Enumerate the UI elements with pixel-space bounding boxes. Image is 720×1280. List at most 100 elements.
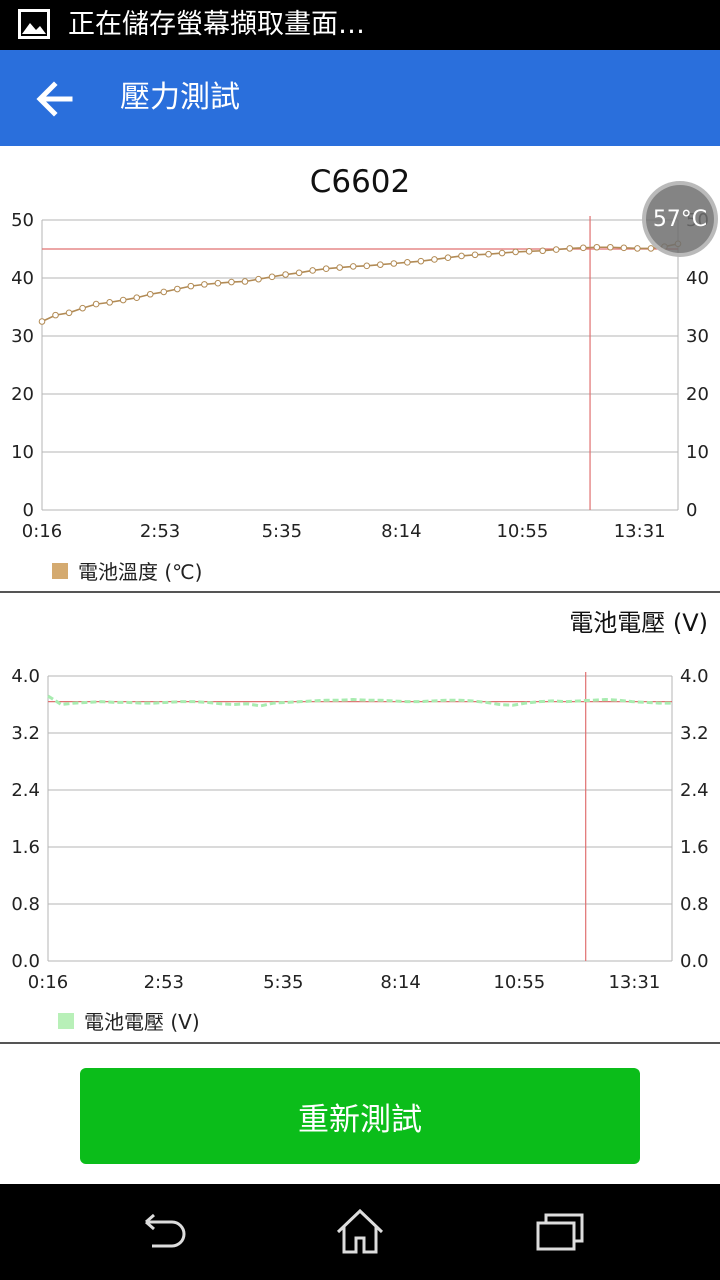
data-point (390, 260, 398, 267)
y-tick-label-left: 20 (11, 384, 34, 405)
y-tick-label-right: 3.2 (680, 723, 709, 744)
voltage-legend-label: 電池電壓 (V) (84, 1010, 200, 1034)
x-tick-label: 5:35 (263, 972, 303, 993)
data-point (92, 300, 100, 308)
series-line (41, 242, 679, 323)
temperature-legend-swatch (52, 562, 68, 579)
data-point (349, 263, 357, 270)
data-point (444, 254, 452, 262)
x-tick-label: 13:31 (608, 972, 660, 993)
voltage-chart-title: 電池電壓 (V) (569, 609, 708, 637)
data-point (268, 273, 276, 281)
page-title: 壓力測試 (120, 80, 240, 115)
y-tick-label-right: 40 (686, 268, 709, 289)
data-point (160, 288, 168, 296)
data-point (620, 244, 628, 252)
data-point (282, 271, 289, 278)
y-tick-label-right: 20 (686, 384, 709, 405)
data-point (431, 256, 438, 263)
voltage-chart: 0.0 0.0 0.8 0.8 1.6 1.6 2.4 2.4 3.2 3.2 4.0 4.0 0:16… (11, 666, 709, 993)
y-tick-label-right: 1.6 (680, 837, 709, 858)
data-point (363, 262, 371, 270)
data-point (322, 265, 330, 273)
temperature-chart: 00101020203030404050500:162:535:358:1410… (11, 210, 709, 542)
data-point (404, 259, 411, 266)
x-tick-label: 8:14 (381, 521, 421, 542)
temperature-legend-label: 電池溫度 (℃) (78, 560, 203, 584)
data-point (579, 244, 587, 252)
app-bar: 壓力測試 (0, 50, 720, 146)
y-tick-label-left: 4.0 (11, 666, 40, 687)
voltage-legend: 電池電壓 (V) (58, 1006, 200, 1035)
data-point (133, 294, 141, 302)
y-tick-label-left: 2.4 (11, 780, 40, 801)
y-tick-label-right: 30 (686, 326, 709, 347)
data-point (498, 249, 506, 257)
x-tick-label: 13:31 (614, 521, 666, 542)
data-point (607, 243, 614, 251)
data-point (634, 245, 641, 252)
x-tick-label: 2:53 (144, 972, 184, 993)
x-tick-label: 2:53 (140, 521, 180, 542)
status-bar: 正在儲存螢幕擷取畫面… (0, 0, 720, 50)
data-point (174, 285, 181, 293)
data-point (566, 245, 574, 252)
data-point (38, 318, 46, 325)
data-point (65, 309, 73, 317)
data-point (485, 250, 492, 258)
back-icon[interactable] (130, 1204, 190, 1260)
y-tick-label-left: 30 (11, 326, 34, 347)
retest-button[interactable]: 重新測試 (80, 1068, 640, 1164)
section-divider (0, 591, 720, 593)
data-point (471, 251, 479, 259)
voltage-legend-swatch (58, 1012, 74, 1029)
temperature-legend: 電池溫度 (℃) (52, 556, 202, 585)
notification-text: 正在儲存螢幕擷取畫面… (68, 9, 365, 40)
x-tick-label: 0:16 (22, 521, 62, 542)
data-point (525, 248, 533, 255)
series-line (47, 694, 672, 708)
data-point (214, 279, 222, 287)
data-point (539, 247, 546, 255)
y-tick-label-left: 0.0 (11, 951, 40, 972)
data-point (52, 311, 59, 319)
data-point (146, 290, 154, 298)
y-tick-label-right: 2.4 (680, 780, 709, 801)
y-tick-label-left: 0 (23, 500, 34, 521)
navigation-bar (0, 1184, 720, 1280)
y-tick-label-right: 10 (686, 442, 709, 463)
data-point (187, 282, 195, 290)
home-icon[interactable] (330, 1204, 390, 1260)
y-tick-label-right: 0.0 (680, 951, 709, 972)
floating-temperature-bubble[interactable]: 57°C (642, 181, 718, 257)
data-point (512, 248, 519, 256)
data-point (79, 304, 86, 312)
x-tick-label: 0:16 (28, 972, 68, 993)
x-tick-label: 10:55 (496, 521, 548, 542)
image-icon (18, 9, 50, 39)
x-tick-label: 8:14 (380, 972, 420, 993)
data-point (255, 275, 262, 283)
y-tick-label-left: 10 (11, 442, 34, 463)
y-tick-label-left: 50 (11, 210, 34, 231)
recents-icon[interactable] (530, 1204, 590, 1260)
y-tick-label-right: 4.0 (680, 666, 709, 687)
data-point (336, 264, 344, 271)
data-point (119, 296, 127, 304)
data-point (647, 245, 655, 252)
data-point (593, 243, 601, 251)
y-tick-label-right: 0 (686, 500, 697, 521)
section-divider (0, 1042, 720, 1044)
data-point (376, 261, 384, 268)
y-tick-label-left: 40 (11, 268, 34, 289)
data-point (201, 281, 208, 288)
x-tick-label: 5:35 (262, 521, 302, 542)
y-tick-label-left: 1.6 (11, 837, 40, 858)
arrow-left-icon[interactable] (30, 78, 78, 120)
data-point (241, 278, 249, 285)
data-point (309, 267, 316, 274)
data-point (295, 269, 303, 277)
data-point (228, 278, 235, 286)
retest-button-label: 重新測試 (298, 1101, 422, 1138)
y-tick-label-left: 3.2 (11, 723, 40, 744)
